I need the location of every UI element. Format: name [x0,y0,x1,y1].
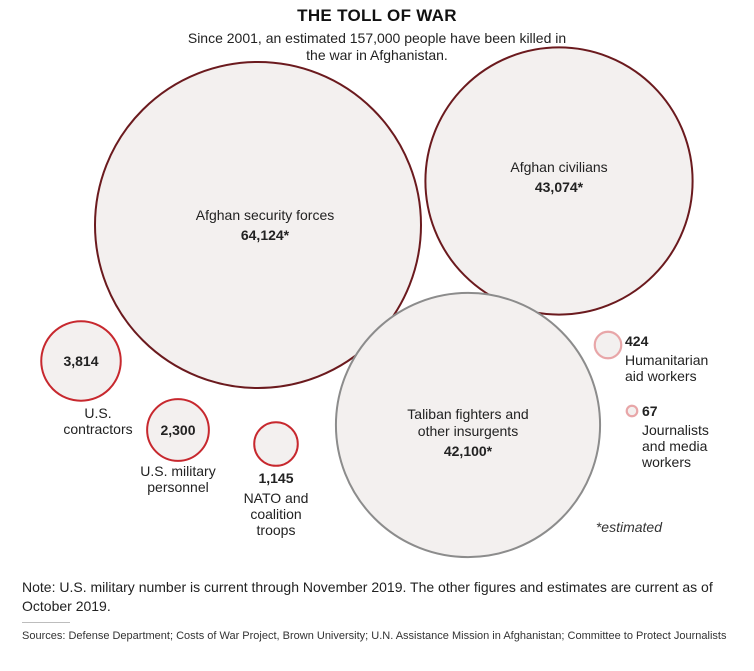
bubble-label-u-s-military-personnel: U.S. military [140,463,215,479]
bubble-u-s-military-personnel [146,398,210,462]
bubble-value-afghan-civilians: 43,074* [535,179,584,195]
bubble-chart: Afghan security forces 64,124* Afghan civi… [40,46,709,559]
bubble-label-u-s-military-personnel: personnel [147,479,209,495]
bubble-label-taliban-fighters-and-other-insurgents: other insurgents [418,423,518,439]
bubble-nato-and-coalition-troops [253,421,299,467]
divider [22,622,70,623]
bubble-label-u-s-contractors: U.S. [84,405,111,421]
bubble-afghan-civilians [424,46,694,316]
footnote: Note: U.S. military number is current th… [22,579,713,614]
bubble-value-u-s-military-personnel: 2,300 [160,422,195,438]
bubble-label-journalists-and-media-workers: Journalists [642,422,709,438]
bubble-label-nato-and-coalition-troops: NATO and [244,490,309,506]
estimated-annotation: *estimated [596,519,663,535]
bubble-label-u-s-contractors: contractors [63,421,132,437]
bubble-value-humanitarian-aid-workers: 424 [625,333,649,349]
bubble-value-u-s-contractors: 3,814 [63,353,98,369]
bubble-taliban-fighters-and-other-insurgents [334,291,602,559]
bubble-label-nato-and-coalition-troops: coalition [250,506,301,522]
sources: Sources: Defense Department; Costs of Wa… [22,630,727,642]
bubble-label-taliban-fighters-and-other-insurgents: Taliban fighters and [407,406,528,422]
chart-subtitle: Since 2001, an estimated 157,000 people … [187,30,567,63]
bubble-value-journalists-and-media-workers: 67 [642,403,658,419]
bubble-u-s-contractors [40,320,122,402]
bubble-label-afghan-security-forces: Afghan security forces [196,207,335,223]
bubble-label-afghan-civilians: Afghan civilians [510,159,607,175]
bubble-afghan-security-forces [94,61,422,389]
bubble-label-nato-and-coalition-troops: troops [257,522,296,538]
bubble-label-humanitarian-aid-workers: Humanitarian [625,352,708,368]
bubble-label-journalists-and-media-workers: and media [642,438,708,454]
bubble-value-taliban-fighters-and-other-insurgents: 42,100* [444,443,493,459]
bubble-humanitarian-aid-workers [593,330,623,360]
bubble-value-nato-and-coalition-troops: 1,145 [258,470,293,486]
bubble-label-journalists-and-media-workers: workers [641,454,691,470]
bubble-value-afghan-security-forces: 64,124* [241,227,290,243]
chart-title: THE TOLL OF WAR [297,6,457,25]
bubble-journalists-and-media-workers [625,404,639,418]
bubble-label-humanitarian-aid-workers: aid workers [625,368,697,384]
